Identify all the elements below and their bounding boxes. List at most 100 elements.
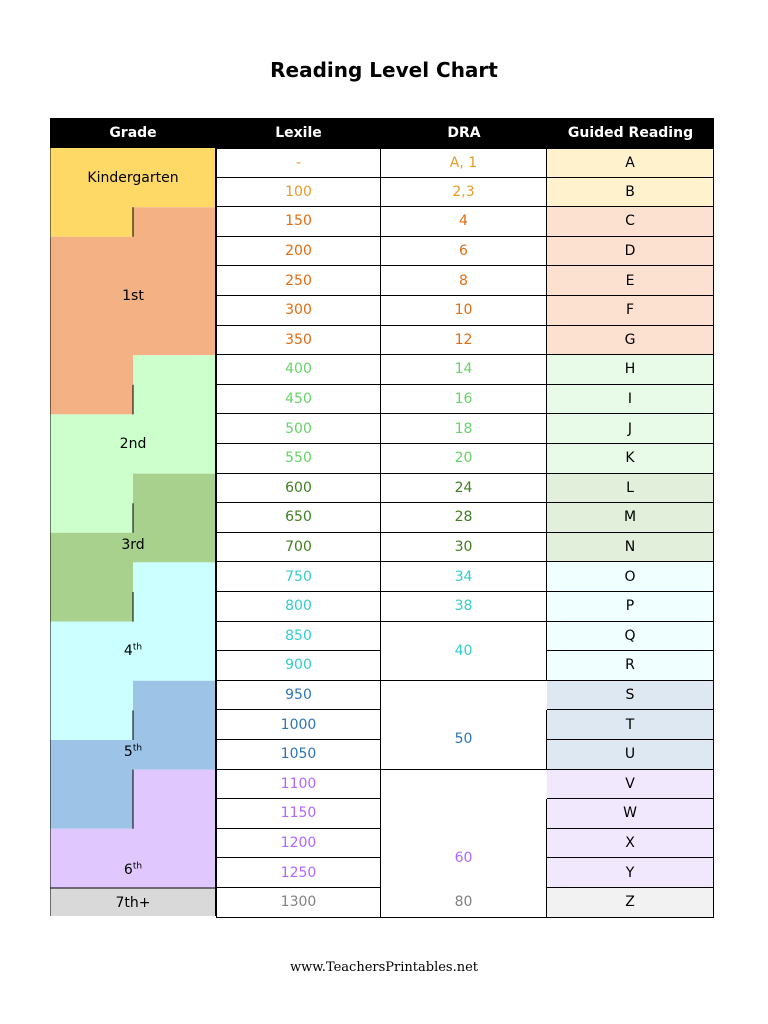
dra-cell: 18 [381,414,547,444]
lexile-cell: 350 [216,325,381,356]
grade-label-suffix: th [132,642,143,653]
grade-label-text: 6 [123,862,133,879]
grade-label-text: 4 [123,643,133,660]
guided-reading-cell: Y [547,858,714,888]
kindergarten-band [50,148,216,237]
guided-reading-cell: C [547,207,714,237]
dra-cell: 28 [381,503,547,533]
grade-3-band [50,473,216,622]
lexile-cell: 100 [216,177,381,208]
grade-label-text: 3rd [121,536,145,553]
guided-reading-cell: A [547,148,714,178]
dra-cell: 80 [381,888,547,918]
lexile-cell: 500 [216,414,381,444]
guided-reading-cell: I [547,384,714,415]
lexile-cell: 700 [216,532,381,563]
lexile-cell: 150 [216,207,381,237]
reading-level-table: Grade Lexile DRA Guided Reading Kindergarten… [50,118,714,918]
lexile-cell: 450 [216,384,381,415]
guided-reading-cell: R [547,651,714,681]
dra-cell: 2,3 [381,177,547,208]
guided-reading-cell: S [547,680,714,711]
lexile-cell: 1100 [216,769,381,800]
grade-7-band [50,888,216,916]
lexile-cell: 1200 [216,828,381,859]
lexile-cell: 550 [216,444,381,474]
guided-reading-cell: N [547,532,714,563]
guided-reading-cell: H [547,355,714,385]
dra-cell: 20 [381,444,547,474]
dra-cell: 4 [381,207,547,237]
guided-reading-cell: X [547,828,714,859]
lexile-cell: 950 [216,680,381,711]
grade-label: 4th [124,643,142,659]
dra-cell: 50 [381,710,547,770]
dra-cell: 38 [381,592,547,622]
guided-reading-cell: L [547,473,714,504]
header-guided-reading: Guided Reading [547,118,714,148]
grade-label: 7th+ [116,895,151,911]
grade-label-text: 1st [122,288,144,304]
lexile-cell: 300 [216,296,381,326]
dra-cell: A, 1 [381,148,547,178]
lexile-cell: - [216,148,381,178]
guided-reading-cell: P [547,592,714,622]
grade-1-band [50,207,216,415]
grade-2-band [50,355,216,533]
grade-label-text: 5 [123,743,133,760]
grade-label: 6th [124,862,142,878]
dra-cell: 40 [381,621,547,681]
dra-cell: 6 [381,236,547,267]
header-grade: Grade [50,118,216,148]
dra-cell: 14 [381,355,547,385]
dra-cell: 10 [381,296,547,326]
grade-label-suffix: th [132,743,143,754]
lexile-cell: 1000 [216,710,381,740]
lexile-cell: 1250 [216,858,381,888]
grade-label-text: Kindergarten [87,169,179,186]
lexile-cell: 400 [216,355,381,385]
lexile-cell: 600 [216,473,381,504]
guided-reading-cell: M [547,503,714,533]
grade-label: 1st [122,288,144,304]
lexile-cell: 1150 [216,799,381,829]
guided-reading-cell: K [547,444,714,474]
lexile-cell: 650 [216,503,381,533]
guided-reading-cell: E [547,266,714,296]
dra-cell: 8 [381,266,547,296]
grade-label: Kindergarten [87,170,178,186]
lexile-cell: 750 [216,562,381,592]
lexile-cell: 1300 [216,888,381,918]
grade-label-text: 2nd [119,436,147,452]
guided-reading-cell: V [547,769,714,800]
grade-label: 2nd [120,436,147,452]
grade-label-suffix: th [132,861,143,872]
lexile-cell: 850 [216,621,381,652]
header-lexile: Lexile [216,118,381,148]
dra-cell: 16 [381,384,547,415]
page-title: Reading Level Chart [270,58,498,82]
grade-column-bands [50,118,216,916]
guided-reading-cell: Z [547,888,714,918]
guided-reading-cell: U [547,740,714,770]
guided-reading-cell: Q [547,621,714,652]
lexile-cell: 200 [216,236,381,267]
lexile-cell: 1050 [216,740,381,770]
grade-label: 3rd [121,537,144,553]
guided-reading-cell: F [547,296,714,326]
grade-label: 5th [124,744,142,760]
lexile-cell: 800 [216,592,381,622]
guided-reading-cell: D [547,236,714,267]
dra-cell: 34 [381,562,547,592]
lexile-cell: 900 [216,651,381,681]
grade-label-text: 7th+ [115,894,151,911]
footer-url: www.TeachersPrintables.net [289,960,479,975]
grade-4-band [50,562,216,740]
guided-reading-cell: G [547,325,714,356]
dra-cell: 30 [381,532,547,563]
grade-5-band [50,680,216,829]
guided-reading-cell: W [547,799,714,829]
guided-reading-cell: J [547,414,714,444]
dra-cell: 24 [381,473,547,504]
header-dra: DRA [381,118,547,148]
